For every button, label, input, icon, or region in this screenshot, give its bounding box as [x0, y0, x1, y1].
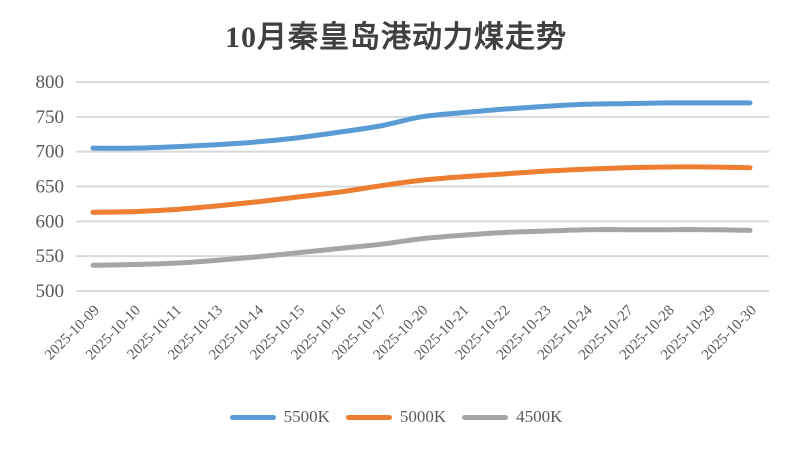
- legend-swatch-5000k-icon: [345, 414, 392, 420]
- legend-item-4500k: 4500K: [462, 407, 562, 427]
- y-tick-label-500: 500: [36, 281, 65, 302]
- series-line-5000k: [90, 164, 753, 215]
- legend-label-5500k: 5500K: [283, 407, 330, 426]
- legend-swatch-5500k-icon: [229, 414, 276, 420]
- legend-label-4500k: 4500K: [516, 407, 563, 426]
- y-tick-label-550: 550: [36, 246, 65, 267]
- y-tick-label-700: 700: [36, 142, 65, 163]
- legend-item-5000k: 5000K: [345, 407, 447, 427]
- series-line-5500k: [90, 100, 753, 151]
- legend-item-5500k: 5500K: [229, 407, 330, 427]
- series-line-4500k: [90, 227, 753, 268]
- legend: 5500K 5000K 4500K: [0, 407, 792, 427]
- y-tick-label-650: 650: [36, 177, 65, 198]
- y-tick-label-800: 800: [36, 72, 65, 93]
- legend-label-5000k: 5000K: [399, 407, 447, 426]
- chart-title: 10月秦皇岛港动力煤走势: [225, 21, 567, 54]
- y-tick-label-600: 600: [36, 211, 65, 232]
- y-tick-label-750: 750: [36, 107, 65, 128]
- legend-swatch-4500k-icon: [462, 414, 509, 420]
